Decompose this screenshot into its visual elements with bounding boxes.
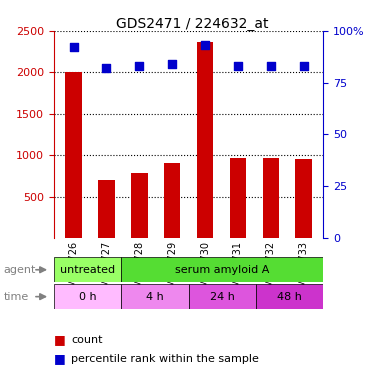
Text: 0 h: 0 h	[79, 291, 96, 302]
Point	[104, 65, 110, 71]
Text: agent: agent	[4, 265, 36, 275]
Point	[70, 44, 77, 50]
Bar	[197, 41, 213, 238]
Text: percentile rank within the sample: percentile rank within the sample	[71, 354, 259, 364]
Point	[235, 63, 241, 69]
Bar	[131, 172, 147, 238]
Text: 4 h: 4 h	[146, 291, 164, 302]
Bar	[65, 72, 82, 238]
Point	[301, 63, 307, 69]
Point	[169, 61, 175, 67]
Text: ■: ■	[54, 333, 66, 346]
Bar	[121, 257, 323, 282]
Point	[268, 63, 274, 69]
Text: untreated: untreated	[60, 265, 115, 275]
Bar	[164, 162, 181, 238]
Bar	[263, 158, 279, 238]
Text: 24 h: 24 h	[210, 291, 235, 302]
Text: ■: ■	[54, 353, 66, 366]
Text: 48 h: 48 h	[277, 291, 302, 302]
Text: GDS2471 / 224632_at: GDS2471 / 224632_at	[116, 17, 269, 31]
Bar	[98, 180, 115, 238]
Bar	[54, 257, 121, 282]
Bar	[295, 159, 312, 238]
Bar	[230, 157, 246, 238]
Bar	[54, 284, 121, 309]
Bar	[121, 284, 189, 309]
Text: time: time	[4, 291, 29, 302]
Text: count: count	[71, 335, 103, 345]
Bar	[256, 284, 323, 309]
Text: serum amyloid A: serum amyloid A	[175, 265, 270, 275]
Point	[136, 63, 142, 69]
Bar	[189, 284, 256, 309]
Point	[202, 42, 208, 48]
